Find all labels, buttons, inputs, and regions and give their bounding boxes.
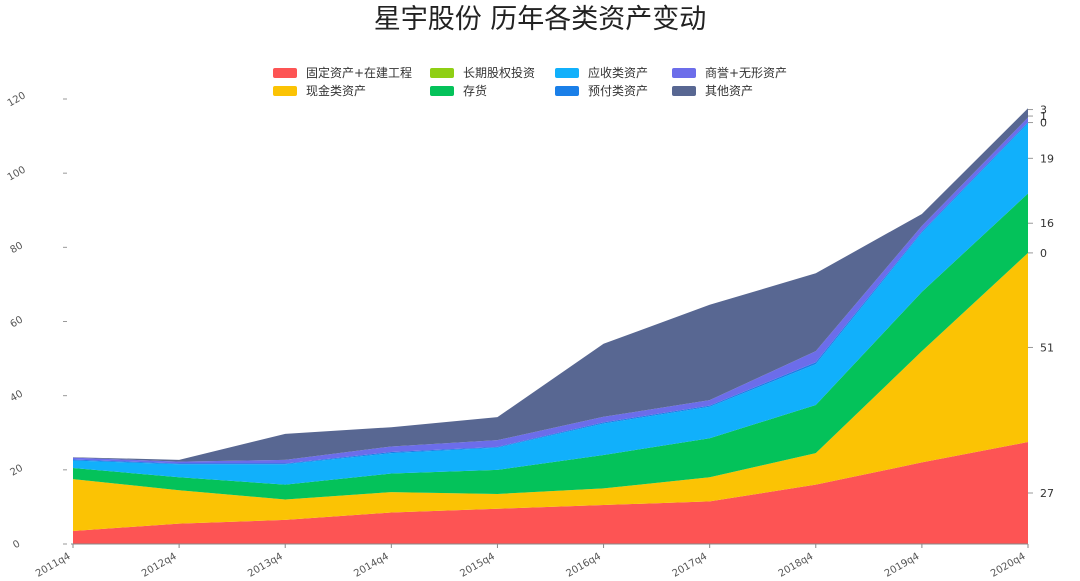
legend-item-series-1[interactable]: 固定资产+在建工程: [273, 65, 412, 80]
areas-layer: [73, 108, 1028, 544]
legend-swatch: [672, 68, 696, 78]
x-tick-label: 2012q4: [140, 551, 179, 577]
y-tick-label: 120: [6, 90, 28, 109]
end-label-series-6: 0: [1040, 117, 1047, 130]
legend-label: 预付类资产: [588, 84, 648, 98]
legend-item-series-7[interactable]: 商誉+无形资产: [672, 65, 787, 80]
legend-item-series-8[interactable]: 其他资产: [672, 84, 753, 98]
y-tick-label: 60: [8, 314, 25, 330]
x-tick-label: 2016q4: [564, 551, 603, 577]
end-label-series-1: 27: [1040, 487, 1054, 500]
legend-swatch: [273, 86, 297, 96]
end-label-series-3: 0: [1040, 247, 1047, 260]
x-tick-label: 2011q4: [34, 551, 73, 577]
legend-swatch: [430, 86, 454, 96]
legend-label: 固定资产+在建工程: [306, 65, 412, 80]
y-tick-label: 40: [8, 389, 25, 405]
y-tick-label: 0: [11, 538, 22, 551]
legend-swatch: [672, 86, 696, 96]
legend-label: 应收类资产: [588, 65, 648, 80]
end-label-series-2: 51: [1040, 341, 1054, 354]
x-tick-label: 2014q4: [352, 551, 391, 577]
legend-item-series-2[interactable]: 现金类资产: [273, 83, 366, 98]
area-series-4: [73, 193, 1028, 500]
x-tick-label: 2019q4: [883, 551, 922, 577]
legend-label: 其他资产: [705, 84, 753, 98]
end-label-series-7: 1: [1040, 110, 1047, 123]
legend-item-series-6[interactable]: 预付类资产: [555, 84, 648, 98]
x-tick-label: 2018q4: [777, 551, 816, 577]
end-label-series-8: 3: [1040, 104, 1047, 117]
chart-title: 星宇股份 历年各类资产变动: [374, 4, 707, 35]
end-label-series-5: 19: [1040, 152, 1054, 165]
x-tick-label: 2020q4: [989, 551, 1028, 577]
legend-item-series-3[interactable]: 长期股权投资: [430, 65, 535, 80]
area-series-2: [73, 252, 1028, 532]
legend-swatch: [555, 86, 579, 96]
legend-label: 存货: [463, 83, 487, 98]
x-tick-label: 2017q4: [671, 551, 710, 577]
y-tick-label: 20: [8, 463, 25, 479]
legend-swatch: [555, 68, 579, 78]
area-series-1: [73, 442, 1028, 544]
y-tick-label: 100: [6, 164, 28, 183]
legend-item-series-4[interactable]: 存货: [430, 83, 487, 98]
x-tick-label: 2013q4: [246, 551, 285, 577]
legend-label: 长期股权投资: [463, 65, 535, 80]
end-label-series-4: 16: [1040, 217, 1054, 230]
legend-swatch: [430, 68, 454, 78]
legend-label: 现金类资产: [306, 83, 366, 98]
legend-label: 商誉+无形资产: [705, 65, 787, 80]
legend-swatch: [273, 68, 297, 78]
legend-item-series-5[interactable]: 应收类资产: [555, 65, 648, 80]
y-tick-label: 80: [8, 240, 25, 256]
area-series-5: [73, 123, 1028, 485]
x-tick-label: 2015q4: [458, 551, 497, 577]
area-series-8: [73, 108, 1028, 462]
